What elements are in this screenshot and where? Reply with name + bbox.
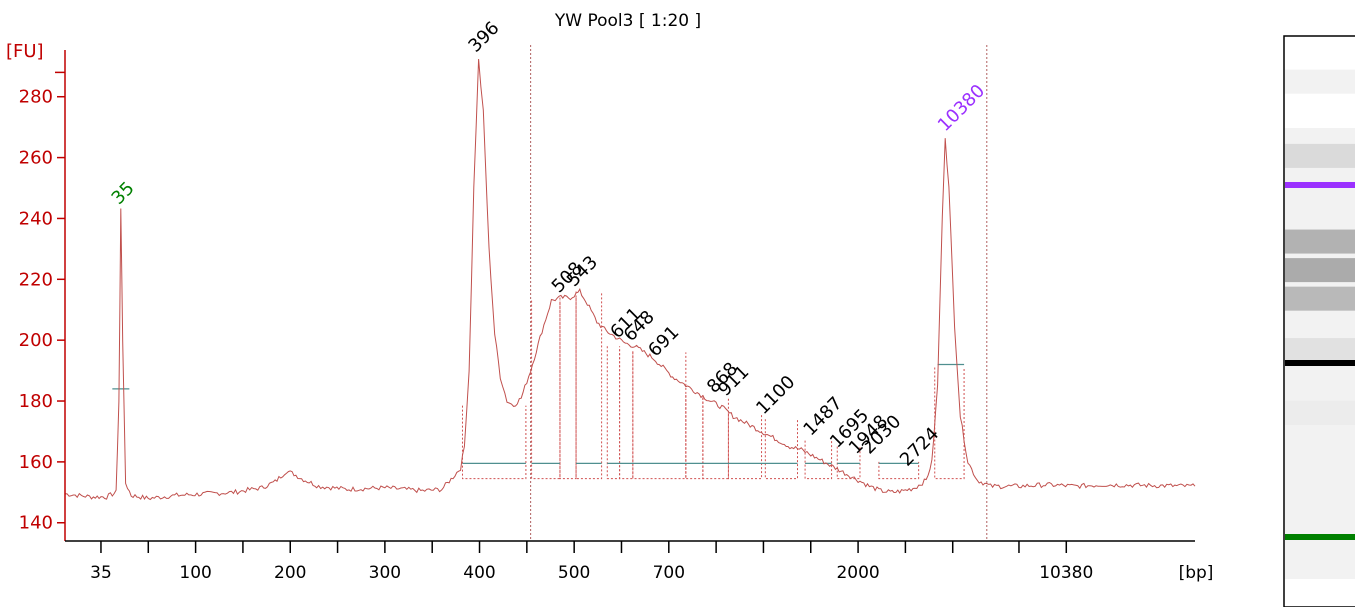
x-tick-label: 200 [274,563,306,583]
grid-layer [530,45,988,541]
peak-region [559,297,577,480]
y-axis-ticks: 140 160 180 200 220 240 260 280 [19,87,65,534]
gel-band [1285,258,1355,283]
gel-band [1285,143,1355,168]
gel-band [1285,286,1355,311]
y-tick-label: 140 [19,513,53,534]
peak-region [632,352,687,480]
peak-label: 35 [108,178,139,209]
peak-region [702,397,729,480]
axes-layer [55,50,1195,542]
peak-region [461,405,527,480]
x-tick-label: 500 [558,563,590,583]
peak-label: 10380 [934,80,989,135]
gel-band [1285,469,1355,494]
gel-marker-lower [1285,534,1355,540]
peak-region [934,367,965,480]
peak-region [878,461,920,480]
gel-band [1285,229,1355,254]
gel-main-band [1285,360,1355,366]
y-tick-label: 280 [19,87,53,108]
y-tick-label: 240 [19,208,53,229]
gel-lane [1283,35,1355,607]
peak-label: 1100 [752,372,799,419]
peak-baselines [112,363,965,465]
peak-region [727,413,763,480]
x-tick-label: 700 [653,563,685,583]
y-tick-label: 200 [19,330,53,351]
gel-band [1285,338,1355,363]
y-tick-label: 160 [19,452,53,473]
peak-label: 2724 [896,423,943,470]
x-tick-label: 10380 [1039,563,1093,583]
peak-region [575,291,603,480]
peak-region [685,394,704,480]
peak-region [764,419,799,480]
x-tick-label: 2000 [836,563,879,583]
x-axis-ticks: 35 100 200 300 400 500 700 2000 10380 [90,541,1093,583]
x-axis-label: [bp] [1179,563,1214,583]
x-tick-label: 100 [179,563,211,583]
peak-regions [461,291,965,480]
gel-band [1285,400,1355,425]
y-tick-label: 180 [19,391,53,412]
electropherogram-trace [64,58,1196,501]
chart-title: YW Pool3 [ 1:20 ] [554,11,701,31]
trace-layer [64,58,1196,501]
peak-region [619,349,634,480]
x-tick-label: 35 [90,563,112,583]
gel-band [1285,69,1355,94]
x-tick-label: 300 [369,563,401,583]
peak-region [606,346,621,480]
x-tick-label: 400 [463,563,495,583]
y-axis-label: [FU] [6,41,44,62]
peak-label: 396 [464,18,503,57]
peak-region [531,300,561,480]
y-tick-label: 260 [19,148,53,169]
y-tick-label: 220 [19,269,53,290]
gel-marker-upper [1285,182,1355,188]
